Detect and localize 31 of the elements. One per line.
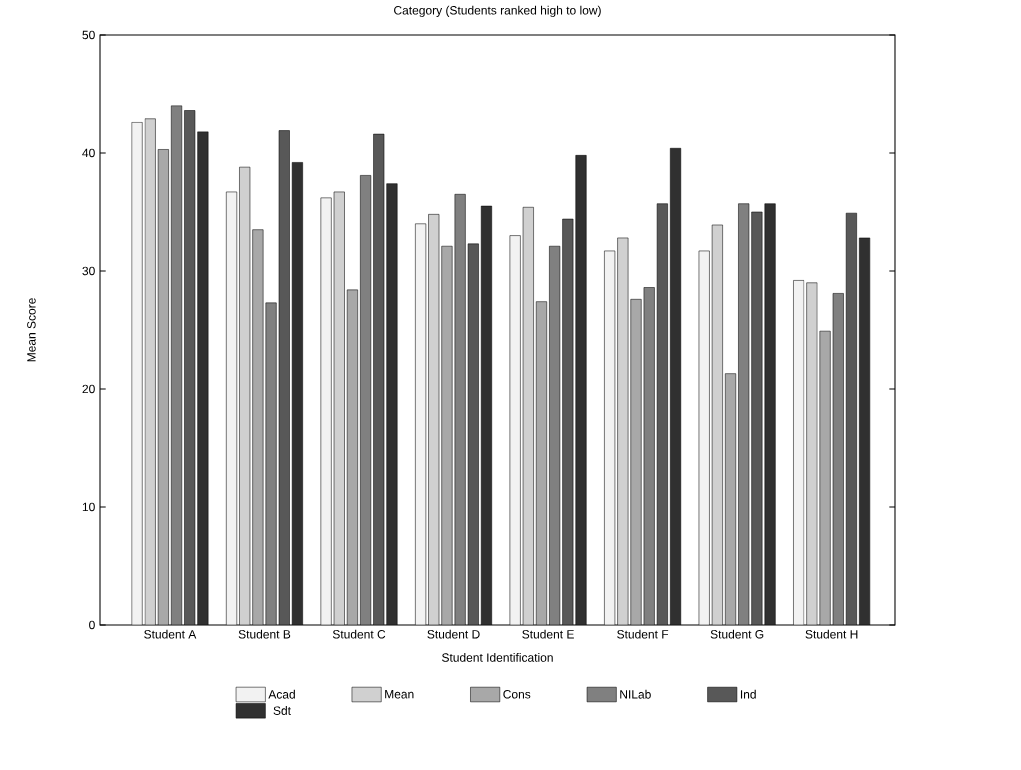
bar [252, 229, 264, 625]
legend-label: Ind [740, 689, 756, 699]
bar [764, 203, 776, 625]
legend-label: NILab [620, 689, 651, 699]
bar [819, 330, 831, 625]
legend-label: Cons [503, 689, 531, 699]
y-tick-label: 30 [82, 266, 95, 276]
legend-label: Sdt [273, 706, 291, 715]
y-tick-label: 0 [89, 620, 95, 630]
bar [265, 302, 277, 625]
x-tick-label: Student A [144, 629, 197, 639]
bar [630, 299, 642, 625]
x-axis-title: Student Identification [442, 652, 553, 662]
legend-label: Mean [385, 690, 414, 699]
chart-title: Category (Students ranked high to low) [394, 5, 601, 17]
x-tick-label: Student F [617, 629, 669, 639]
x-tick-label: Student B [238, 629, 291, 639]
bar [386, 183, 398, 625]
x-tick-label: Student C [332, 629, 386, 639]
bar [441, 245, 453, 625]
y-tick-label: 50 [82, 30, 95, 40]
x-tick-label: Student H [805, 629, 858, 639]
x-tick-label: Student D [427, 629, 480, 639]
y-tick-label: 40 [82, 148, 95, 158]
legend-label: Acad [268, 689, 295, 699]
y-axis-title: Mean Score [27, 298, 36, 362]
y-tick-label: 10 [82, 502, 95, 512]
y-tick-label: 20 [82, 384, 95, 394]
x-tick-label: Student G [710, 629, 764, 639]
x-tick-label: Student E [522, 629, 574, 639]
bar [575, 155, 587, 625]
